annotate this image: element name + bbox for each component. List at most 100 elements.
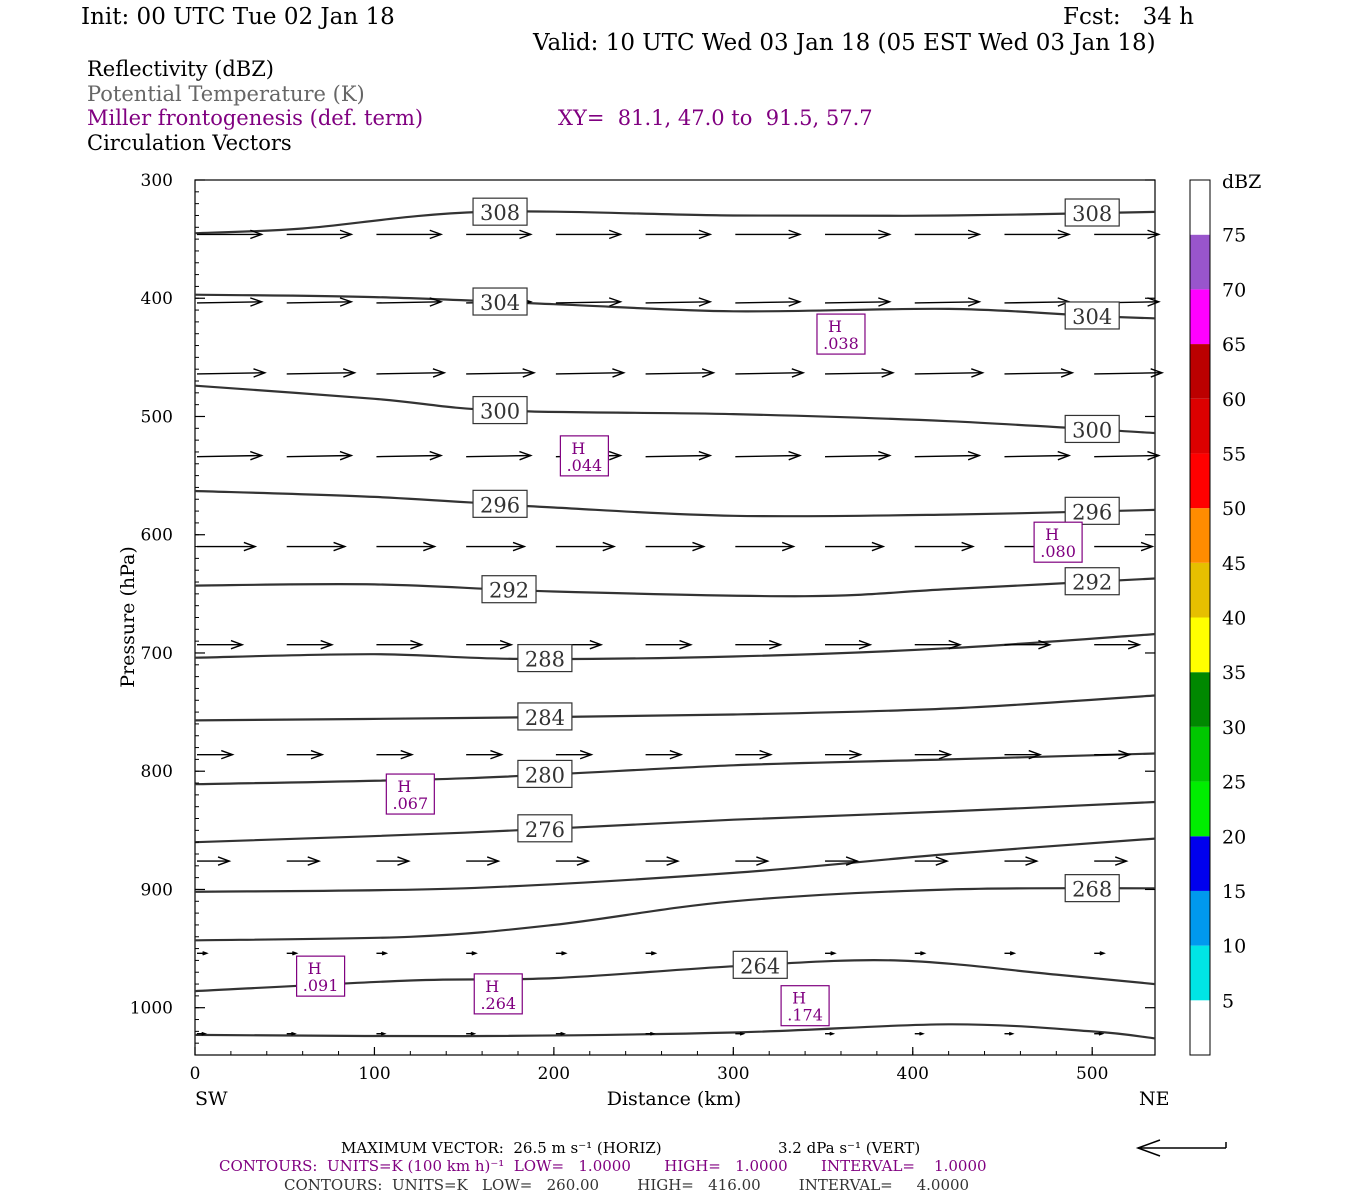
vector-head	[1140, 541, 1155, 552]
circulation-vector	[735, 229, 802, 240]
frontogenesis-box	[296, 955, 346, 997]
circulation-vector	[197, 856, 232, 866]
circulation-vector	[645, 639, 693, 650]
theta-label-box	[1064, 496, 1120, 525]
vector-shaft	[1004, 454, 1070, 458]
vector-head	[1008, 1031, 1015, 1036]
vector-head	[1127, 639, 1142, 650]
colorbar-label: 15	[1222, 881, 1246, 903]
theta-label-box	[1064, 198, 1120, 227]
legend-potential-temperature: Potential Temperature (K)	[87, 82, 365, 106]
vector-shaft	[196, 301, 262, 304]
theta-label-300: 300	[1064, 414, 1120, 444]
circulation-vector	[555, 856, 591, 866]
circulation-vector	[914, 639, 963, 650]
vector-head	[971, 368, 985, 378]
vector-head	[698, 297, 713, 307]
vector-head	[250, 229, 264, 240]
circulation-vector	[825, 450, 892, 461]
vector-head	[967, 229, 982, 240]
valid-time: Valid: 10 UTC Wed 03 Jan 18 (05 EST Wed …	[533, 30, 1156, 56]
colorbar-label: 45	[1222, 553, 1246, 575]
theta-label-296: 296	[472, 489, 528, 518]
max-vector-vert: 3.2 dPa s⁻¹ (VERT)	[778, 1139, 921, 1157]
theta-label-276: 276	[517, 814, 573, 843]
circulation-vector	[914, 749, 953, 760]
vector-head	[849, 749, 863, 760]
colorbar-label: 5	[1222, 990, 1234, 1012]
vector-head	[608, 297, 623, 307]
theta-label-text: 308	[480, 201, 520, 225]
vector-head	[250, 450, 264, 461]
y-tick-label: 400	[141, 289, 173, 309]
vector-head	[650, 951, 658, 956]
theta-contour-labels: 308 308 304 304 300 300 296 296 292 292 288 284 280 2…	[472, 197, 1120, 979]
vector-head	[788, 450, 802, 461]
vector-head	[788, 297, 802, 307]
vector-shaft	[735, 301, 800, 304]
frontogenesis-value: .264	[480, 994, 516, 1013]
circulation-vector	[376, 450, 444, 461]
vector-head	[380, 1031, 387, 1036]
colorbar-swatch	[1190, 453, 1210, 509]
colorbar-swatch	[1190, 781, 1210, 837]
circulation-vector	[286, 368, 357, 378]
theta-label-308: 308	[472, 197, 528, 226]
theta-label-284: 284	[517, 702, 573, 731]
theta-label-280: 280	[517, 759, 573, 789]
circulation-vector	[645, 856, 680, 866]
circulation-vector	[1004, 368, 1075, 378]
vector-head	[698, 229, 713, 240]
colorbar-swatch	[1190, 398, 1210, 454]
x-tick-label: 400	[897, 1064, 929, 1084]
vector-head	[1147, 297, 1161, 307]
circulation-vector	[286, 297, 354, 307]
circulation-vector	[197, 541, 258, 552]
vector-shaft	[645, 454, 711, 458]
circulation-vector	[466, 856, 501, 866]
circulation-vector	[735, 856, 770, 866]
circulation-vector	[735, 368, 806, 378]
circulation-vector	[555, 749, 594, 760]
circulation-vector	[555, 297, 623, 307]
circulation-vector	[914, 368, 985, 378]
circulation-vector	[645, 229, 713, 240]
theta-label-text: 304	[480, 291, 520, 315]
circulation-vector	[555, 368, 626, 378]
theta-label-box	[517, 702, 573, 731]
vector-shaft	[825, 372, 893, 375]
circulation-vector	[825, 297, 892, 307]
circulation-vector	[376, 856, 411, 866]
footer-contours-theta: CONTOURS: UNITS=K LOW= 260.00 HIGH= 416.…	[284, 1176, 970, 1194]
vector-shaft	[914, 301, 980, 304]
vector-head	[935, 856, 950, 866]
vector-head	[519, 450, 533, 461]
y-tick-label: 300	[141, 171, 173, 191]
vector-head	[878, 450, 892, 461]
vector-shaft	[376, 454, 442, 458]
frontogenesis-h: H	[571, 439, 585, 458]
circulation-vector	[1004, 639, 1052, 650]
vector-shaft	[286, 454, 352, 458]
vector-head	[769, 639, 783, 650]
vector-head	[397, 856, 411, 866]
circulation-vector	[914, 951, 927, 956]
vector-shaft	[196, 454, 262, 458]
circulation-vector	[376, 229, 444, 240]
y-tick-label: 1000	[130, 999, 173, 1019]
endpoint-left: SW	[195, 1088, 228, 1110]
vector-head	[739, 1031, 746, 1036]
max-vector-horiz: MAXIMUM VECTOR: 26.5 m s⁻¹ (HORIZ)	[341, 1139, 662, 1157]
circulation-vector	[197, 1031, 208, 1036]
circulation-vector	[466, 541, 527, 552]
vector-head	[490, 749, 504, 760]
circulation-vector	[825, 229, 892, 240]
vector-head	[202, 951, 209, 956]
vector-head	[791, 368, 806, 378]
circulation-vector	[1094, 1031, 1105, 1036]
theta-label-308: 308	[1064, 198, 1120, 227]
x-tick-label: 0	[190, 1064, 201, 1084]
vector-head	[307, 856, 322, 866]
circulation-vector	[197, 229, 264, 240]
frontogenesis-max: H.044	[559, 435, 609, 477]
